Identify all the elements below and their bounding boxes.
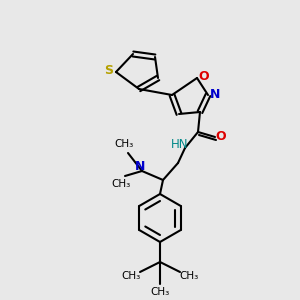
Text: S: S [104,64,113,77]
Text: N: N [210,88,220,101]
Text: CH₃: CH₃ [122,271,141,281]
Text: CH₃: CH₃ [150,287,170,297]
Text: CH₃: CH₃ [179,271,199,281]
Text: O: O [199,70,209,83]
Text: CH₃: CH₃ [114,139,134,149]
Text: CH₃: CH₃ [111,179,130,189]
Text: N: N [135,160,145,172]
Text: HN: HN [171,137,189,151]
Text: O: O [216,130,226,143]
